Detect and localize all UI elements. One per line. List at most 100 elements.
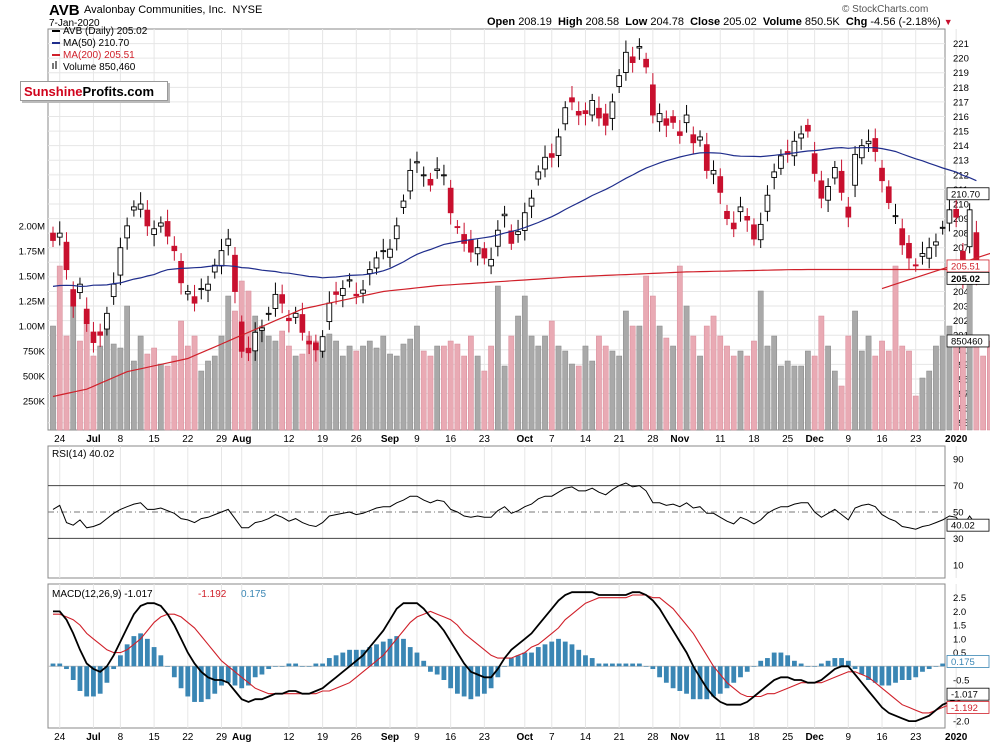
- candle-body: [474, 247, 481, 255]
- volume-bar: [892, 265, 899, 431]
- macd-histogram-bar: [798, 663, 804, 667]
- macd-histogram-bar: [434, 666, 440, 675]
- macd-histogram-bar: [232, 666, 238, 686]
- x-tick-label: 23: [479, 434, 491, 445]
- macd-histogram-bar: [508, 658, 514, 667]
- candle-body: [663, 118, 670, 126]
- volume-bar: [906, 350, 912, 431]
- candle-body: [596, 107, 602, 119]
- macd-histogram-bar: [192, 666, 197, 702]
- macd-histogram-bar: [610, 663, 615, 667]
- macd-histogram-bar: [171, 666, 177, 678]
- price-tick-label: 202: [953, 316, 969, 327]
- x-tick-label: 14: [580, 434, 592, 445]
- x-tick-label: 24: [54, 434, 66, 445]
- sunshine-profits-logo: SunshineProfits.com: [20, 81, 168, 101]
- candle-body: [50, 232, 56, 241]
- candle-body: [366, 269, 373, 274]
- volume-bar: [434, 345, 441, 431]
- macd-histogram-bar: [367, 647, 373, 667]
- candle-body: [912, 264, 919, 267]
- macd-histogram-bar: [495, 666, 501, 678]
- volume-bar: [407, 338, 414, 431]
- volume-bar: [488, 345, 494, 431]
- macd-histogram-bar: [636, 663, 642, 667]
- macd-histogram-bar: [913, 666, 919, 678]
- x-tick-label: 18: [748, 434, 760, 445]
- candle-body: [650, 84, 656, 116]
- volume-bar: [683, 305, 690, 431]
- macd-histogram-bar: [198, 666, 204, 702]
- macd-histogram-bar: [333, 655, 339, 667]
- volume-tick-label: 1.75M: [19, 247, 45, 258]
- volume-bar: [623, 310, 629, 431]
- x-tick-label: 12: [283, 434, 295, 445]
- macd-histogram-bar: [401, 638, 406, 667]
- macd-histogram-bar: [502, 666, 507, 667]
- macd-histogram-bar: [886, 666, 892, 686]
- volume-bar: [97, 345, 104, 431]
- macd-histogram-bar: [845, 660, 851, 667]
- x-tick-label: 22: [182, 732, 194, 743]
- x-tick-label: Nov: [670, 732, 689, 743]
- macd-line: [53, 591, 964, 722]
- macd-hist-tag-box: [946, 655, 990, 668]
- volume-bar: [858, 350, 865, 431]
- volume-bar: [838, 385, 845, 431]
- volume-bar: [501, 365, 508, 431]
- macd-legend-name: MACD(12,26,9) -1.017: [52, 589, 153, 600]
- volume-bar: [441, 345, 447, 431]
- rsi-line: [52, 482, 977, 530]
- volume-bar: [373, 347, 380, 431]
- candle-body: [751, 224, 757, 240]
- macd-histogram-bar: [374, 644, 379, 667]
- volume-bar: [387, 353, 393, 431]
- candle-body: [292, 312, 299, 318]
- x-tick-label: 26: [351, 434, 363, 445]
- volume-bar: [151, 347, 157, 431]
- macd-histogram-bar: [320, 663, 325, 667]
- macd-histogram-bar: [394, 636, 400, 667]
- candle-body: [164, 221, 171, 237]
- macd-histogram-bar: [690, 666, 696, 700]
- x-tick-label: 11: [715, 732, 726, 743]
- macd-histogram-bar: [603, 663, 609, 667]
- candle-body: [852, 153, 858, 186]
- price-tick-label: 212: [953, 170, 969, 181]
- macd-histogram-bar: [151, 647, 157, 667]
- macd-histogram-bar: [144, 638, 150, 667]
- x-tick-label: 29: [216, 434, 228, 445]
- candle-body: [710, 169, 717, 175]
- macd-histogram-bar: [225, 666, 231, 683]
- candle-body: [791, 140, 798, 157]
- candle-body: [953, 208, 960, 218]
- company-label: Avalonbay Communities, Inc.: [84, 4, 227, 16]
- candle-body: [825, 186, 831, 201]
- candle-body: [730, 222, 737, 230]
- macd-histogram-bar: [407, 647, 413, 667]
- volume-bar: [676, 265, 683, 431]
- candle-body: [353, 293, 360, 297]
- candle-body: [272, 293, 279, 309]
- rsi-tag: 40.02: [951, 521, 975, 532]
- volume-bar: [703, 325, 710, 431]
- rsi-panel: 10 30 50 70 90 40.02 RSI(14) 40.02: [47, 445, 990, 579]
- low-label: Low: [625, 16, 648, 28]
- macd-histogram-bar: [940, 663, 946, 667]
- macd-histogram-bar: [118, 655, 123, 667]
- volume-bar: [171, 355, 178, 431]
- volume-bar: [852, 310, 858, 431]
- macd-histogram-bar: [583, 655, 588, 667]
- volume-bar: [164, 365, 171, 431]
- ticker-symbol: AVB: [49, 2, 80, 19]
- macd-histogram-bar: [778, 652, 784, 667]
- macd-histogram-bar: [84, 666, 90, 697]
- x-tick-label: 15: [149, 434, 161, 445]
- candle-body: [724, 210, 730, 220]
- macd-histogram-bar: [293, 663, 299, 667]
- macd-tick-label: -0.5: [953, 676, 969, 687]
- candle-body: [171, 245, 178, 252]
- macd-histogram-bar: [387, 638, 393, 667]
- candle-body: [427, 178, 434, 186]
- volume-bar: [542, 335, 548, 431]
